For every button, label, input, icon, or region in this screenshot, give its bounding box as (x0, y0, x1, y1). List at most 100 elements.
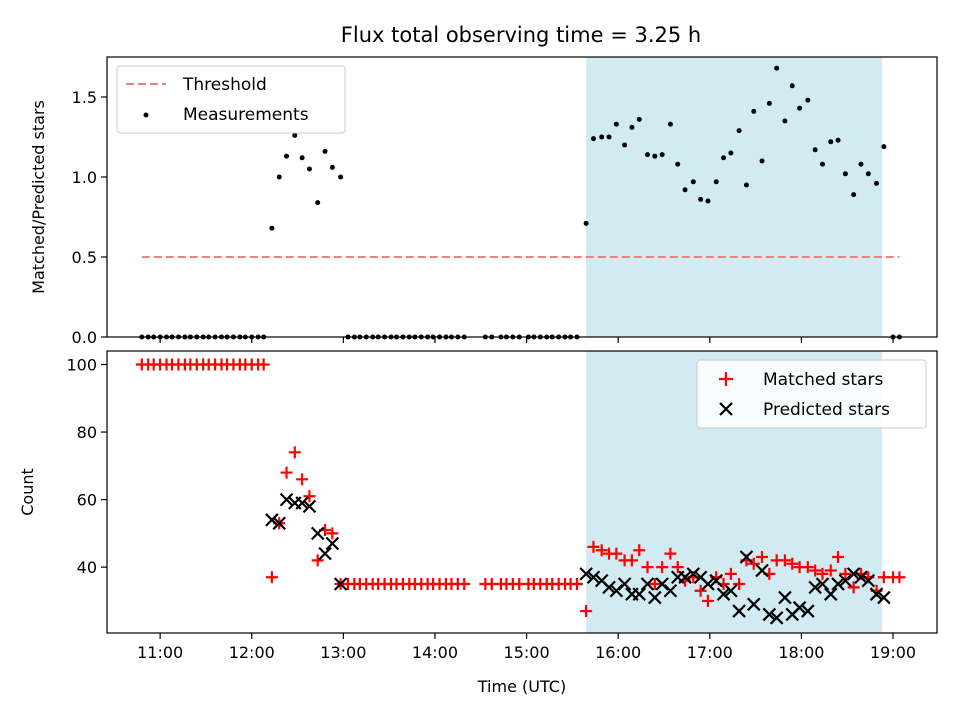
predicted-star-point (724, 584, 738, 598)
predicted-star-point (732, 604, 746, 618)
legend-predicted-swatch (719, 402, 733, 416)
ratio-axes-frame (106, 56, 938, 338)
measurement-point (766, 100, 772, 106)
measurement-point (629, 124, 635, 130)
x-tick-label: 18:00 (778, 643, 824, 662)
measurement-point (835, 137, 841, 143)
matched-star-point (265, 571, 278, 584)
measurement-point (851, 192, 857, 198)
measurement-point (881, 144, 887, 150)
measurement-point (782, 118, 788, 124)
ratio-legend: Threshold Measurements (116, 65, 346, 134)
legend-matched-label: Matched stars (763, 370, 883, 390)
x-tick-label: 12:00 (229, 643, 275, 662)
matched-star-point (280, 466, 293, 479)
matched-star-point (656, 561, 669, 574)
matched-star-point (747, 557, 760, 570)
matched-star-point (778, 554, 791, 567)
ratio-panel: 0.0 0.5 1.0 1.5 Matched/Predicted stars Thr… (29, 56, 938, 347)
predicted-star-point (579, 567, 593, 581)
predicted-star-point (877, 590, 891, 605)
predicted-star-point (663, 584, 678, 598)
predicted-star-point (846, 567, 861, 581)
measurement-point (622, 142, 628, 148)
measurement-point (322, 148, 328, 154)
observing-span-top (586, 57, 883, 337)
y-tick-label: 0.5 (72, 248, 97, 267)
measurement-point (682, 187, 688, 193)
matched-star-point (694, 584, 707, 597)
measurement-point (636, 116, 642, 122)
measurement-point (599, 134, 605, 140)
matched-star-point (839, 567, 852, 580)
y-tick-label: 100 (66, 356, 97, 375)
matched-star-point (847, 581, 860, 594)
matched-star-point (296, 473, 309, 486)
measurement-point (759, 158, 765, 164)
measurement-point (269, 225, 275, 231)
predicted-star-point (318, 546, 332, 561)
measurement-point (606, 134, 612, 140)
matched-star-point (824, 564, 837, 577)
measurement-point (299, 155, 305, 161)
x-tick-label: 14:00 (412, 643, 458, 662)
x-tick-label: 16:00 (595, 643, 641, 662)
matched-star-point (288, 446, 301, 459)
measurement-point (751, 108, 757, 114)
matched-star-point (893, 571, 906, 584)
predicted-star-point (279, 492, 294, 507)
predicted-star-point (648, 590, 662, 605)
count-y-ticks: 40 60 80 100 (66, 356, 107, 577)
measurement-point (315, 200, 321, 206)
matched-star-point (458, 578, 471, 591)
predicted-star-point (801, 604, 815, 618)
predicted-star-point (325, 536, 340, 551)
matched-star-point (671, 561, 684, 574)
predicted-star-point (762, 607, 777, 622)
legend-measurement-swatch (143, 112, 149, 118)
y-tick-label: 0.0 (72, 328, 97, 347)
predicted-star-point (701, 577, 715, 591)
x-tick-label: 13:00 (320, 643, 366, 662)
matched-star-point (641, 561, 654, 574)
predicted-star-point (586, 570, 601, 585)
measurement-point (590, 136, 596, 142)
matched-star-point (724, 567, 737, 580)
matched-star-point (801, 561, 814, 574)
count-panel: 40 60 80 100 11:00 12:00 13:00 14:00 15:00 16:00… (18, 350, 938, 696)
measurement-point (743, 182, 749, 188)
predicted-star-point (746, 597, 761, 612)
matched-star-point (587, 540, 600, 553)
measurement-point (728, 150, 734, 156)
measurement-point (675, 161, 681, 167)
matched-star-point (832, 551, 845, 564)
y-tick-label: 1.0 (72, 168, 97, 187)
count-legend-box (696, 359, 927, 429)
predicted-star-point (815, 577, 830, 591)
predicted-star-point (831, 577, 845, 591)
matched-star-point (326, 527, 339, 540)
matched-star-point (701, 594, 714, 607)
measurement-point (812, 147, 818, 153)
matched-star-point (570, 578, 583, 591)
matched-star-point (809, 564, 822, 577)
measurement-point (284, 153, 290, 159)
measurement-point (338, 174, 344, 180)
matched-star-point (786, 557, 799, 570)
count-legend: Matched stars Predicted stars (696, 359, 927, 429)
predicted-star-point (755, 563, 769, 578)
x-tick-label: 19:00 (870, 643, 916, 662)
matched-star-point (580, 605, 593, 618)
predicted-star-point (632, 587, 647, 601)
matched-star-point (257, 358, 270, 371)
predicted-star-point (640, 577, 655, 591)
ratio-legend-box (116, 65, 346, 134)
matched-star-point (816, 567, 829, 580)
predicted-star-point (792, 600, 807, 615)
y-tick-label: 1.5 (72, 88, 97, 107)
legend-predicted-label: Predicted stars (763, 400, 890, 420)
count-x-ticks: 11:00 12:00 13:00 14:00 15:00 16:00 17:00 18:00… (137, 633, 916, 662)
measurement-point (705, 198, 711, 204)
y-tick-label: 60 (77, 491, 97, 510)
predicted-star-point (778, 590, 792, 605)
